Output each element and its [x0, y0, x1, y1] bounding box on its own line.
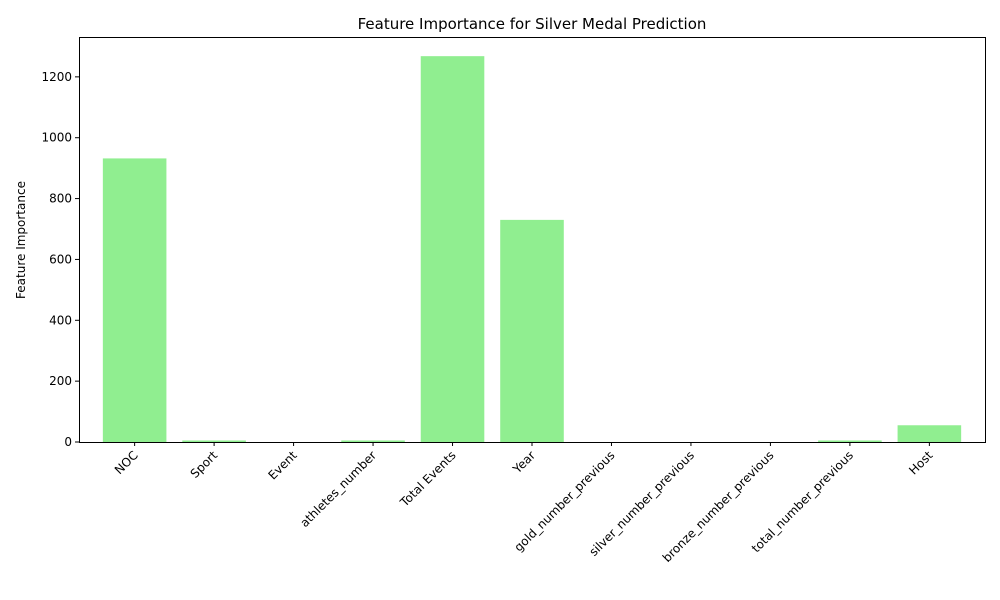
chart-title: Feature Importance for Silver Medal Pred…	[358, 15, 707, 33]
x-tick-label: Year	[510, 448, 539, 477]
y-tick-label: 200	[49, 374, 72, 388]
bar-year	[500, 219, 564, 442]
y-tick-label: 400	[49, 313, 72, 327]
y-tick-label: 1000	[41, 131, 72, 145]
x-tick-label: Host	[906, 448, 935, 477]
x-tick-label: Event	[265, 448, 299, 482]
y-tick-label: 1200	[41, 70, 72, 84]
bar-host	[897, 425, 962, 442]
x-tick-label: Sport	[188, 448, 221, 481]
x-tick-label: athletes_number	[297, 448, 379, 530]
y-tick-label: 0	[64, 435, 72, 449]
y-axis-ticks: 0 200 400 600 800 1000 1200	[41, 70, 79, 449]
x-tick-label: NOC	[112, 448, 141, 477]
bar-athletes-number	[341, 440, 405, 442]
bar-sport	[182, 440, 246, 442]
bar-total-events	[420, 56, 485, 442]
bars-group	[102, 56, 962, 442]
bar-noc	[102, 158, 167, 442]
bar-total-number-previous	[818, 440, 882, 442]
plot-frame	[79, 37, 986, 443]
y-tick-label: 800	[49, 192, 72, 206]
x-tick-label: Total Events	[397, 448, 459, 510]
y-tick-label: 600	[49, 252, 72, 266]
y-axis-label: Feature Importance	[14, 181, 28, 299]
